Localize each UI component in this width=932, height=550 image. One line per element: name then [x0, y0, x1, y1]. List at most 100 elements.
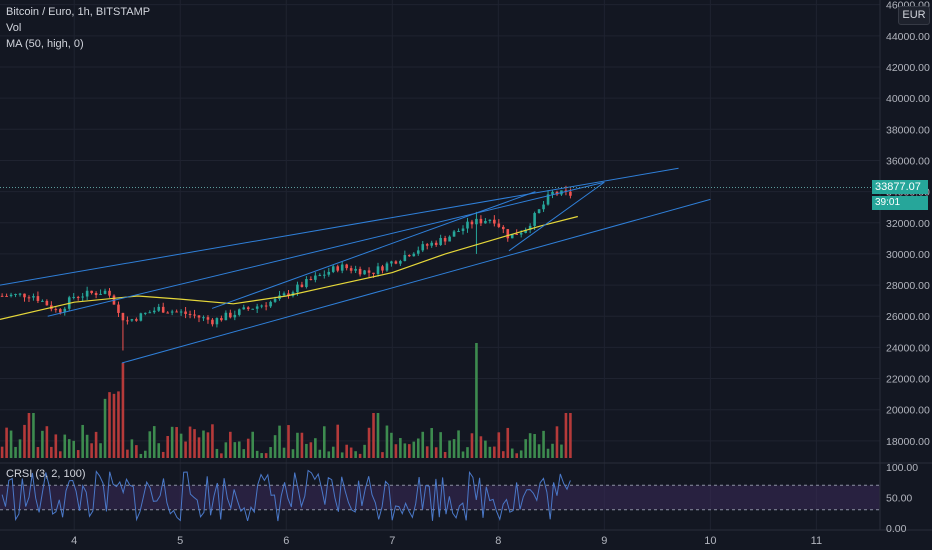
price-axis-label: 18000.00	[886, 436, 930, 448]
legend-symbol[interactable]: Bitcoin / Euro, 1h, BITSTAMP	[6, 6, 151, 18]
volume-bar	[67, 439, 71, 458]
candle-body	[546, 194, 550, 205]
legend-vol[interactable]: Vol	[6, 22, 22, 34]
indicator-axis-label: 100.00	[886, 462, 918, 474]
volume-bar	[224, 442, 228, 458]
candle-body	[452, 231, 456, 237]
volume-bar	[555, 426, 559, 458]
trendline[interactable]	[47, 181, 605, 317]
volume-bar	[408, 444, 411, 458]
trendlines[interactable]	[0, 167, 711, 364]
candle-body	[81, 296, 84, 298]
candle-body	[90, 290, 93, 294]
price-axis[interactable]: 46000.00 44000.00 42000.00 40000.00 38000.00…	[886, 0, 930, 448]
candle-body	[479, 218, 483, 224]
volume-bar	[394, 444, 398, 458]
candle-body	[506, 229, 510, 239]
legend-crsi[interactable]: CRSI (3, 2, 100)	[6, 468, 86, 480]
legend-ma[interactable]: MA (50, high, 0)	[6, 38, 84, 50]
volume-bar	[403, 443, 407, 458]
candle-body	[305, 278, 308, 287]
candle-body	[533, 213, 536, 226]
candle-body	[439, 237, 442, 245]
candle-body	[166, 312, 169, 314]
price-axis-label: 30000.00	[886, 249, 930, 261]
candle-body	[41, 300, 44, 302]
candle-body	[372, 272, 375, 274]
candle-body	[269, 301, 272, 307]
candle-body	[519, 232, 523, 235]
candle-body	[130, 319, 134, 321]
volume-bar	[309, 442, 313, 458]
bar-countdown: 39:01	[872, 196, 928, 210]
volume-bar	[197, 437, 201, 458]
trendline[interactable]	[211, 191, 536, 309]
candle-body	[551, 191, 554, 195]
candle-body	[108, 290, 111, 296]
volume-bar	[416, 438, 420, 458]
volume-bar	[349, 447, 353, 458]
volume-bar	[157, 443, 161, 458]
candle-body	[403, 255, 407, 262]
volume-bar	[94, 431, 98, 458]
volume-bar	[246, 438, 250, 458]
time-axis[interactable]: 4 5 6 7 8 9 10 11	[71, 535, 822, 547]
volume-bar	[363, 444, 366, 458]
volume-bar	[457, 430, 460, 458]
candle-body	[488, 219, 492, 221]
volume-bar	[537, 444, 541, 458]
volume-bar	[448, 440, 451, 458]
time-axis-label: 11	[811, 535, 822, 547]
volume-bar	[242, 449, 246, 458]
volume-bar	[126, 449, 129, 458]
time-axis-label: 5	[177, 535, 183, 547]
candle-body	[327, 271, 331, 275]
volume-bar	[41, 430, 44, 458]
candle-body	[390, 261, 393, 264]
candle-body	[484, 220, 487, 224]
candle-body	[32, 296, 35, 298]
volume-bar	[493, 446, 496, 458]
indicator-axis-label: 50.00	[886, 493, 912, 505]
volume-bar	[237, 441, 241, 458]
candle-body	[126, 320, 129, 322]
volume-bar	[72, 440, 76, 458]
volume-bar	[399, 438, 402, 458]
volume-bar	[108, 392, 111, 458]
currency-badge[interactable]: EUR	[898, 6, 930, 25]
volume-bar	[300, 432, 304, 458]
volume-bar	[390, 432, 393, 458]
volume-bar	[430, 428, 433, 458]
volume-bar	[130, 439, 134, 458]
volume-bar	[112, 393, 116, 458]
indicator-axis: 100.00 50.00 0.00	[886, 462, 918, 535]
candle-body	[251, 308, 255, 310]
trendline[interactable]	[0, 167, 679, 286]
volume-bar	[282, 447, 286, 458]
candle-body	[148, 312, 152, 314]
volume-bar	[23, 424, 26, 458]
candle-body	[318, 275, 322, 277]
candle-body	[121, 312, 125, 321]
candle-body	[296, 284, 299, 293]
candle-body	[475, 218, 478, 225]
time-axis-label: 6	[283, 535, 289, 547]
volume-bar	[0, 446, 4, 458]
trendline[interactable]	[508, 181, 605, 252]
volume-bar	[345, 444, 348, 458]
volume-bar	[269, 447, 272, 458]
volume-bar	[233, 442, 237, 458]
volume-bar	[528, 433, 532, 458]
volume-bar	[14, 446, 17, 458]
trendline[interactable]	[121, 198, 711, 364]
candle-body	[461, 228, 465, 232]
volume-bar	[323, 426, 326, 458]
candle-body	[273, 299, 277, 302]
volume-bar	[54, 434, 58, 458]
candle-body	[184, 311, 187, 314]
volume-bar	[184, 441, 187, 458]
volume-bar	[58, 451, 62, 458]
indicator-axis-label: 0.00	[886, 523, 907, 535]
volume-bar	[152, 426, 156, 458]
